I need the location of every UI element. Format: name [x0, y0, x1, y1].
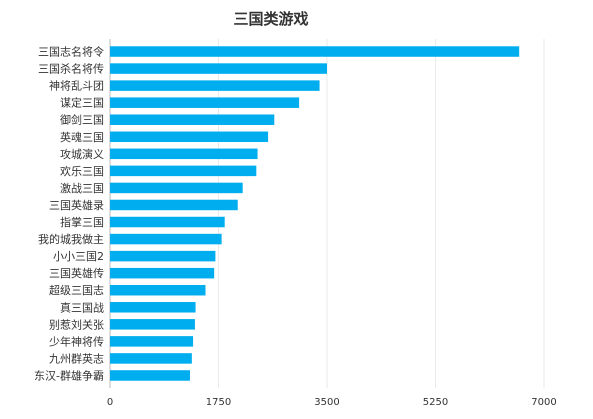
bar[interactable]: [110, 267, 215, 279]
x-tick-label: 0: [107, 397, 113, 408]
bar[interactable]: [110, 216, 225, 228]
x-tick-label: 5250: [423, 397, 448, 408]
bar[interactable]: [110, 284, 206, 296]
bar[interactable]: [110, 370, 190, 381]
category-label: 超级三国志: [49, 283, 104, 297]
bar[interactable]: [110, 131, 269, 143]
bar[interactable]: [110, 182, 243, 194]
category-label: 欢乐三国: [60, 164, 104, 178]
x-tick-label: 1750: [206, 397, 231, 408]
category-label: 真三国战: [60, 300, 104, 314]
grid-lines: [109, 39, 545, 388]
bar[interactable]: [110, 114, 275, 125]
category-label: 别惹刘关张: [49, 317, 104, 331]
x-tick-labels: 0 1750 3500 5250 7000: [107, 397, 557, 408]
category-label: 我的城我做主: [38, 232, 104, 246]
category-label: 三国志名将令: [38, 45, 104, 59]
category-label: 攻城演义: [60, 147, 104, 161]
category-label: 小小三国2: [53, 250, 104, 263]
bar[interactable]: [110, 233, 222, 245]
bar[interactable]: [110, 250, 216, 262]
category-label: 谋定三国: [60, 96, 104, 110]
bar[interactable]: [110, 319, 195, 330]
category-label: 御剑三国: [60, 113, 104, 127]
category-label: 英魂三国: [60, 130, 104, 144]
category-label: 三国杀名将传: [38, 62, 104, 76]
category-label: 三国英雄录: [49, 198, 104, 212]
category-label: 指掌三国: [60, 215, 104, 229]
bar[interactable]: [110, 353, 192, 364]
bar[interactable]: [110, 199, 238, 211]
category-labels: 三国志名将令三国杀名将传神将乱斗团谋定三国御剑三国英魂三国攻城演义欢乐三国激战三…: [34, 45, 104, 383]
category-label: 少年神将传: [49, 334, 104, 348]
category-label: 三国英雄传: [49, 266, 104, 280]
category-label: 九州群英志: [49, 351, 104, 365]
bar[interactable]: [110, 148, 258, 160]
bar[interactable]: [110, 302, 196, 313]
bar[interactable]: [110, 63, 327, 74]
bar[interactable]: [110, 46, 520, 57]
bar[interactable]: [110, 97, 300, 108]
category-label: 神将乱斗团: [49, 79, 104, 93]
x-tick-label: 3500: [314, 397, 339, 408]
bars: [110, 46, 520, 381]
x-tick-label: 7000: [531, 397, 556, 408]
bar[interactable]: [110, 165, 257, 177]
chart-title: 三国类游戏: [233, 10, 308, 28]
bar[interactable]: [110, 80, 320, 91]
bar[interactable]: [110, 336, 194, 347]
category-label: 激战三国: [60, 181, 104, 195]
category-label: 东汉-群雄争霸: [34, 368, 104, 382]
